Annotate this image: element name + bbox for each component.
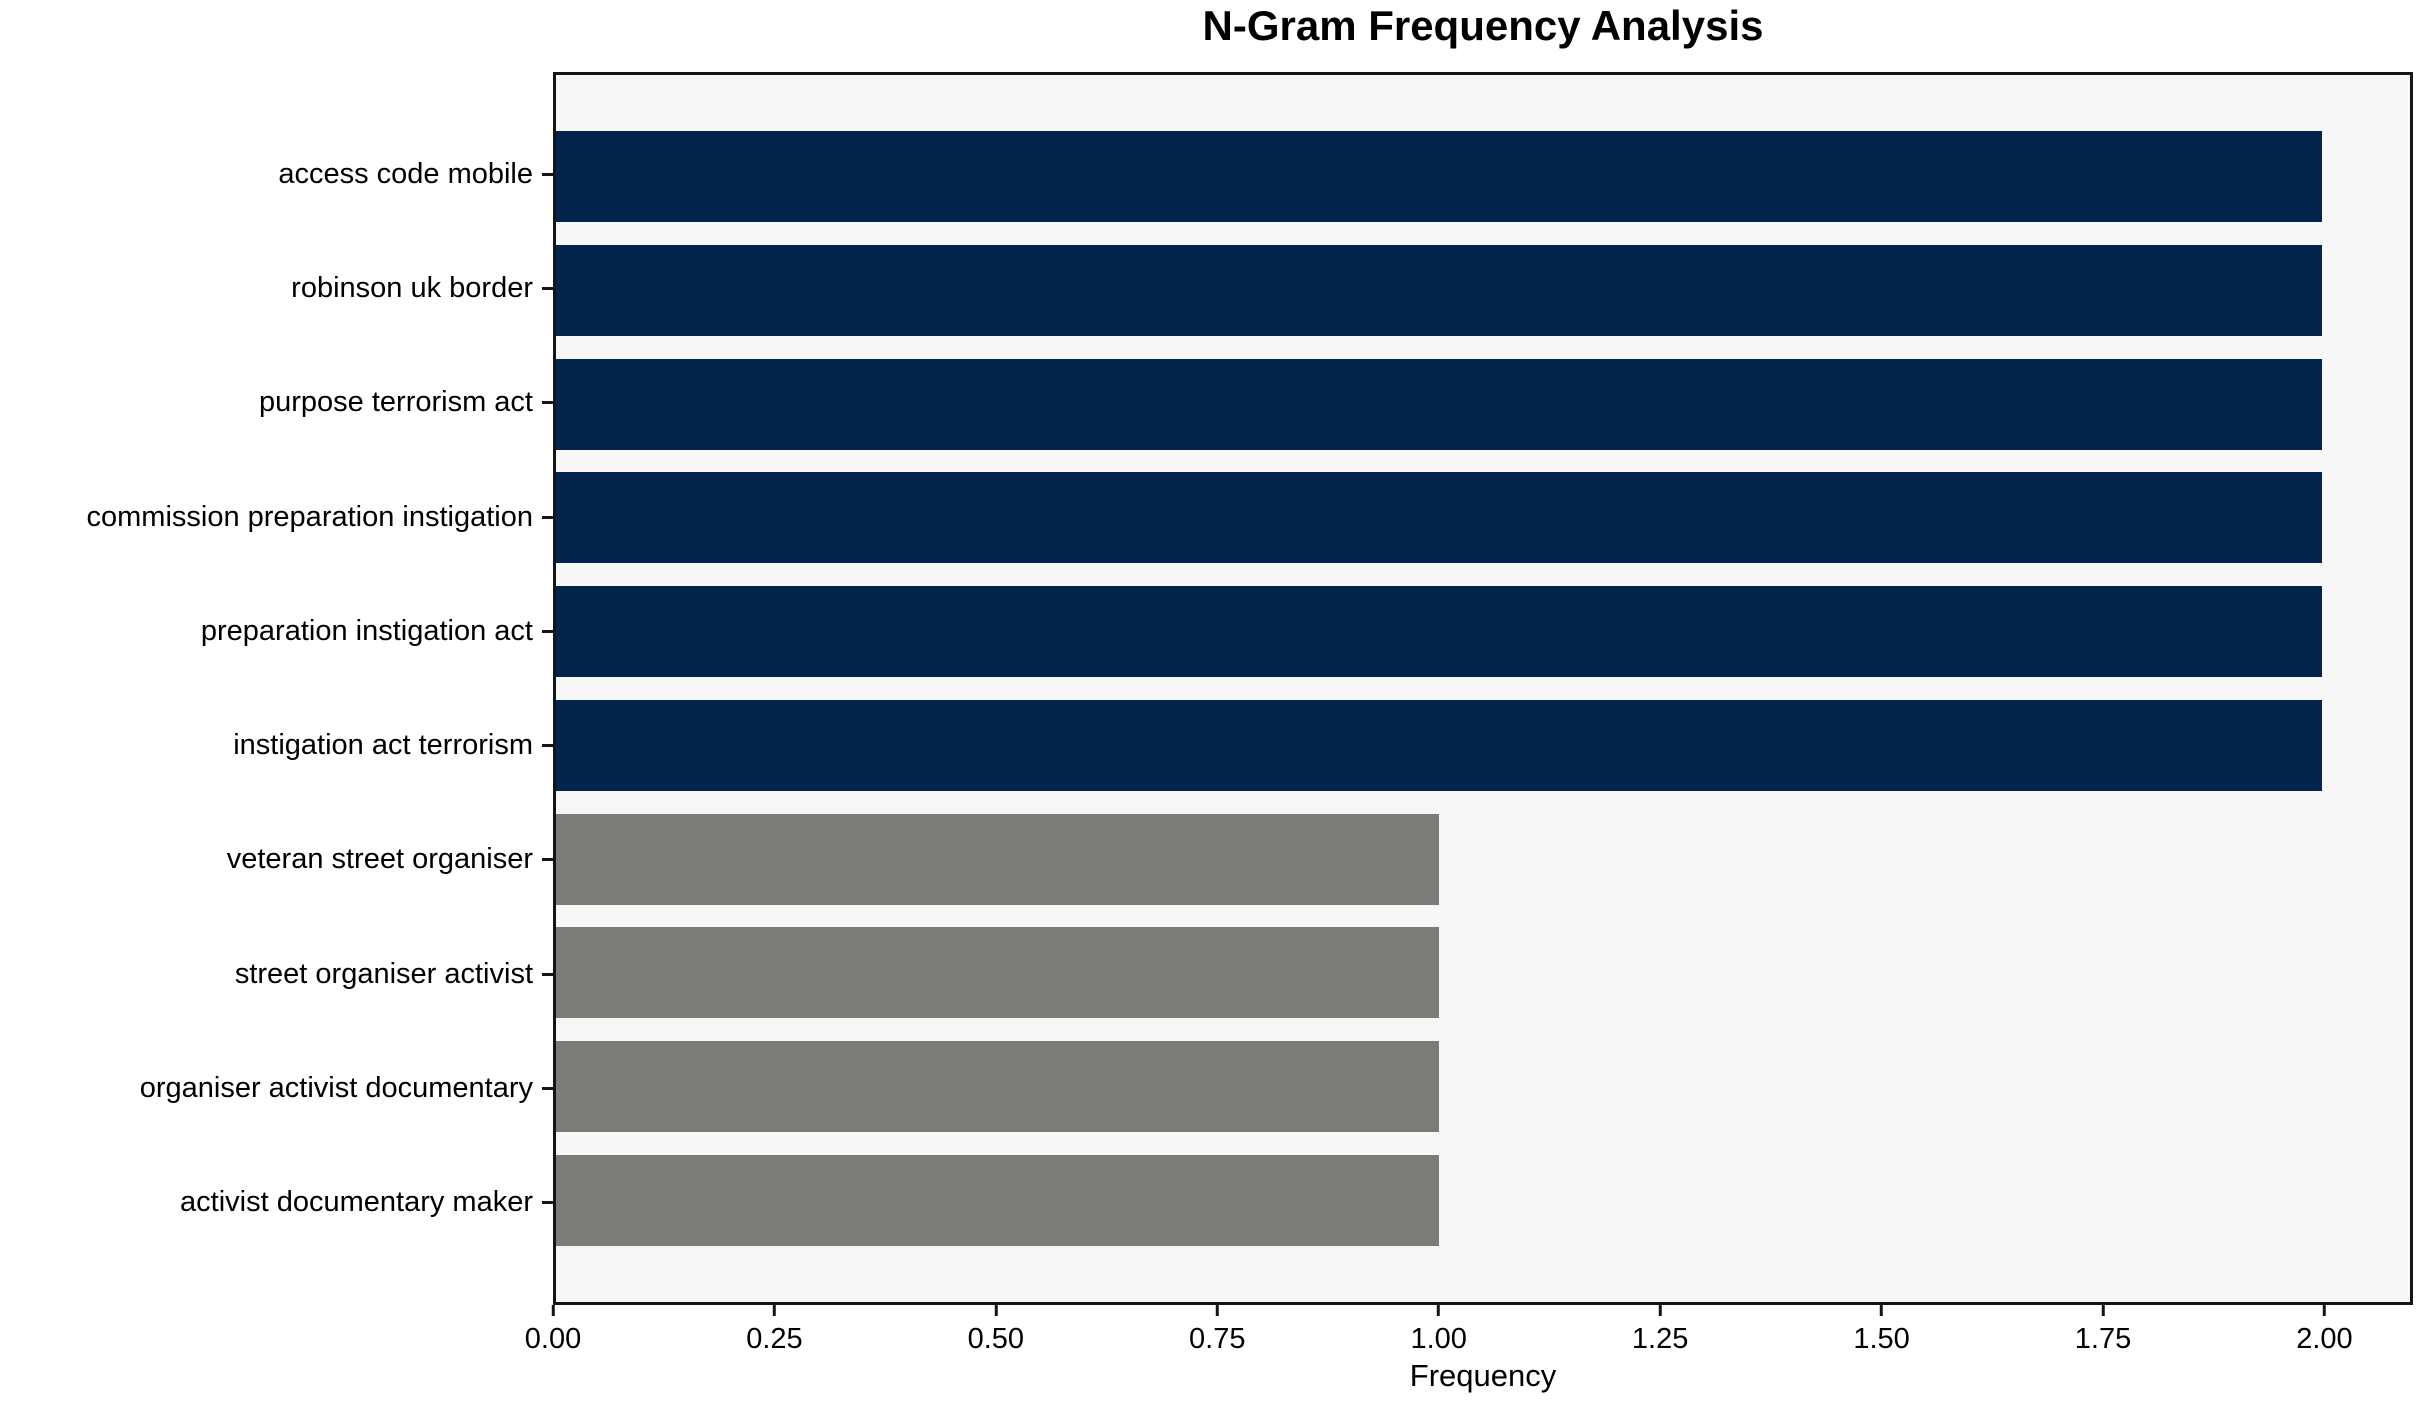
bar xyxy=(556,586,2322,678)
y-tick-mark xyxy=(542,744,553,748)
x-tick-mark xyxy=(772,1305,776,1316)
y-tick-row: veteran street organiser xyxy=(0,803,553,917)
bar-row xyxy=(556,120,2410,234)
y-tick-mark xyxy=(542,629,553,633)
y-tick-mark xyxy=(542,858,553,862)
x-tick-label: 0.00 xyxy=(524,1323,582,1355)
y-tick-label: activist documentary maker xyxy=(180,1186,533,1219)
bar xyxy=(556,358,2322,450)
bar-row xyxy=(556,916,2410,1030)
bar xyxy=(556,472,2322,564)
y-tick-row: robinson uk border xyxy=(0,231,553,345)
x-axis-label: Frequency xyxy=(1409,1358,1557,1393)
bar-row xyxy=(556,802,2410,916)
plot-area xyxy=(553,72,2413,1305)
bar xyxy=(556,699,2322,791)
x-tick-mark xyxy=(1658,1305,1662,1316)
bar xyxy=(556,1041,1439,1132)
bar-row xyxy=(556,689,2410,803)
y-tick-mark xyxy=(542,1087,553,1091)
x-tick-label: 1.75 xyxy=(2074,1323,2132,1355)
x-tick-mark xyxy=(551,1305,555,1316)
x-tick-label: 1.50 xyxy=(1853,1323,1910,1355)
y-tick-label: organiser activist documentary xyxy=(139,1072,533,1105)
bar-row xyxy=(556,1030,2410,1144)
y-tick-row: commission preparation instigation xyxy=(0,460,553,574)
y-tick-row: street organiser activist xyxy=(0,917,553,1031)
bar xyxy=(556,813,1439,905)
bar xyxy=(556,927,1439,1019)
x-tick-label: 1.00 xyxy=(1410,1323,1467,1355)
x-tick: 1.50 xyxy=(1853,1305,1910,1356)
x-tick-mark xyxy=(1215,1305,1219,1316)
y-tick-mark xyxy=(542,972,553,976)
y-tick-label: veteran street organiser xyxy=(226,843,533,876)
y-axis: access code mobile robinson uk border purp… xyxy=(0,72,553,1305)
y-tick-label: street organiser activist xyxy=(234,957,533,990)
y-tick-row: access code mobile xyxy=(0,117,553,231)
x-axis: 0.00 0.25 0.50 0.75 1.00 1.25 1.50 1.75 2.00 xyxy=(525,1305,2413,1365)
y-tick-label: instigation act terrorism xyxy=(233,729,533,762)
bar-row xyxy=(556,234,2410,348)
y-tick-mark xyxy=(542,515,553,519)
y-tick-label: commission preparation instigation xyxy=(86,500,534,533)
bar xyxy=(556,245,2322,337)
chart-title: N-Gram Frequency Analysis xyxy=(1202,2,1764,49)
x-tick-label: 2.00 xyxy=(2296,1323,2353,1355)
x-tick: 2.00 xyxy=(2296,1305,2353,1356)
x-tick: 0.25 xyxy=(746,1305,803,1356)
bar-row xyxy=(556,575,2410,689)
x-tick: 1.00 xyxy=(1410,1305,1467,1356)
bar xyxy=(556,131,2322,223)
x-tick: 0.00 xyxy=(525,1305,581,1356)
x-tick-mark xyxy=(1437,1305,1441,1316)
x-tick-label: 0.50 xyxy=(967,1323,1025,1355)
y-tick-label: preparation instigation act xyxy=(200,614,533,647)
bar-series xyxy=(556,75,2410,1302)
y-tick-mark xyxy=(542,172,553,176)
x-tick-mark xyxy=(1880,1305,1884,1316)
y-tick-row: activist documentary maker xyxy=(0,1146,553,1260)
x-tick: 0.75 xyxy=(1189,1305,1246,1356)
bar-row xyxy=(556,347,2410,461)
x-tick-mark xyxy=(994,1305,998,1316)
y-tick-row: instigation act terrorism xyxy=(0,688,553,802)
y-tick-label: access code mobile xyxy=(278,157,533,190)
x-tick: 1.25 xyxy=(1632,1305,1688,1356)
x-tick: 0.50 xyxy=(968,1305,1024,1356)
bar-row xyxy=(556,461,2410,575)
y-tick-row: purpose terrorism act xyxy=(0,346,553,460)
x-tick-mark xyxy=(2322,1305,2326,1316)
x-tick-label: 0.75 xyxy=(1189,1323,1246,1355)
y-tick-row: organiser activist documentary xyxy=(0,1031,553,1145)
bar-row xyxy=(556,1143,2410,1257)
x-tick-mark xyxy=(2101,1305,2105,1316)
x-tick: 1.75 xyxy=(2075,1305,2131,1356)
y-tick-mark xyxy=(542,1201,553,1205)
bar xyxy=(556,1154,1439,1246)
y-tick-label: robinson uk border xyxy=(291,271,533,304)
y-tick-mark xyxy=(542,286,553,290)
x-tick-label: 1.25 xyxy=(1631,1323,1689,1355)
y-tick-label: purpose terrorism act xyxy=(259,386,533,419)
y-tick-mark xyxy=(542,401,553,405)
x-tick-label: 0.25 xyxy=(746,1323,803,1355)
y-tick-row: preparation instigation act xyxy=(0,574,553,688)
